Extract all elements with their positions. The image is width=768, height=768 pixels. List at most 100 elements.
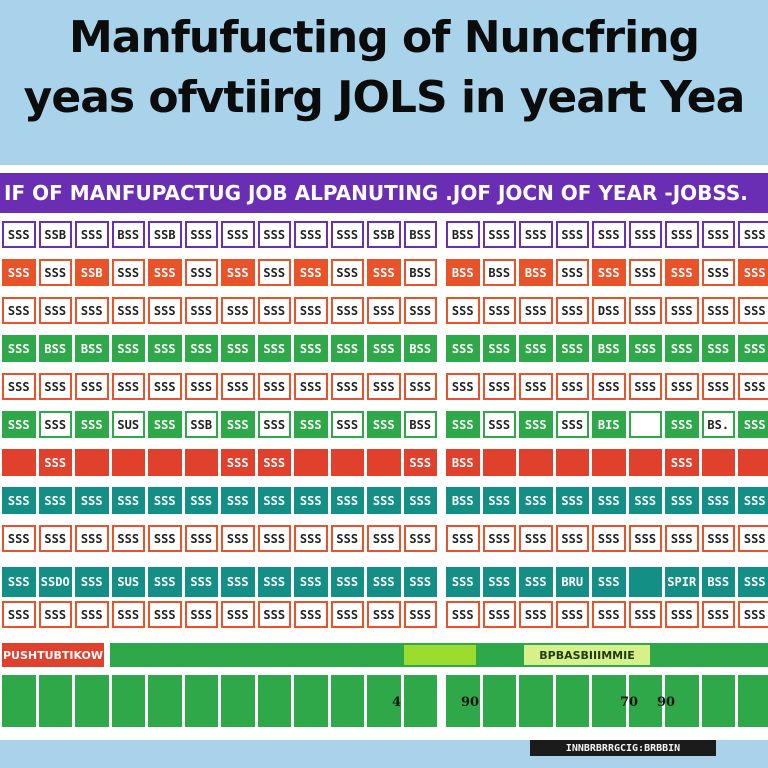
grid-row: SSS SSS SSS SSS SSS SSS SSS SSS SSS SSS SSS SSS SSS S… — [0, 525, 768, 552]
grid-cell: BSS — [403, 259, 437, 286]
grid-cell — [330, 449, 364, 476]
grid-cell: BSS — [446, 449, 480, 476]
grid-cell: SSS — [221, 297, 255, 324]
grid-cell: SSS — [592, 259, 626, 286]
grid-cell: SSS — [111, 525, 145, 552]
grid-row: SSS SSS SSS SSS SSS SSS SSS SSS SSS SSS SSS SSS SSS S… — [0, 297, 768, 324]
grid-cell: SSS — [2, 259, 36, 286]
grid-cell: SSS — [555, 373, 589, 400]
grid-cell — [367, 449, 401, 476]
grid-cell: SSS — [628, 297, 662, 324]
bottom-right-label: BPBASBIIIMMIE — [524, 645, 650, 665]
grid-cell: SSS — [257, 259, 291, 286]
green-bar — [555, 675, 589, 727]
green-bar — [221, 675, 255, 727]
grid-cell: SSS — [482, 335, 516, 362]
grid-cell: SSS — [294, 563, 328, 597]
grid-cell: SSB — [75, 259, 109, 286]
grid-cell: SSS — [221, 259, 255, 286]
grid-cell: SSS — [701, 487, 735, 514]
bottom-red-label: PUSHTUBTIKOW — [2, 643, 104, 667]
grid-cell: SSS — [628, 601, 662, 628]
grid-cell: SSS — [738, 297, 768, 324]
grid-cell: SSS — [148, 373, 182, 400]
grid-cell: SSS — [330, 563, 364, 597]
grid-cell: SSS — [38, 525, 72, 552]
grid-cell: BSS — [75, 335, 109, 362]
grid-cell: SSB — [38, 221, 72, 248]
grid-cell: SSS — [446, 297, 480, 324]
grid-cell: SSS — [2, 487, 36, 514]
grid-cell: SSS — [38, 373, 72, 400]
green-bar — [665, 675, 699, 727]
grid-cell: SSS — [2, 525, 36, 552]
grid-cell: SSS — [294, 525, 328, 552]
grid-cell: SSS — [75, 221, 109, 248]
green-bar — [257, 675, 291, 727]
grid-cell: SSS — [701, 525, 735, 552]
bottom-row-green: 4 90 70 90 — [0, 675, 768, 727]
grid-cell: SSS — [294, 487, 328, 514]
grid-cell: SSS — [148, 525, 182, 552]
grid-cell: SSS — [184, 563, 218, 597]
grid-cell: SSS — [628, 373, 662, 400]
grid-cell: SSS — [257, 297, 291, 324]
grid-cell: SSS — [221, 335, 255, 362]
grid-cell: SSS — [367, 297, 401, 324]
grid-cell: BSS — [482, 259, 516, 286]
grid-cell: SSS — [367, 601, 401, 628]
grid-cell: SSS — [367, 525, 401, 552]
grid-cell: SSS — [665, 525, 699, 552]
grid-cell: SSS — [738, 259, 768, 286]
green-bar — [38, 675, 72, 727]
green-bar — [701, 675, 735, 727]
grid-cell: SSS — [38, 601, 72, 628]
grid-cell: SSS — [519, 487, 553, 514]
grid-cell: SSS — [2, 373, 36, 400]
grid-cell: SSS — [482, 373, 516, 400]
grid-row: SSS SSS SSB SSS SSS SSS SSS SSS SSS SSS SSS BSS BSS B… — [0, 259, 768, 286]
grid-cell: SSS — [2, 563, 36, 597]
grid-cell: SSS — [519, 525, 553, 552]
grid-cell: SSS — [446, 411, 480, 438]
grid-row: SSS SSDO SSS SUS SSS SSS SSS SSS SSS SSS SSS SSS SSS… — [0, 563, 768, 597]
grid-cell: SSS — [403, 297, 437, 324]
grid-cell: BSS — [592, 335, 626, 362]
grid-cell: SSS — [221, 221, 255, 248]
grid-cell — [519, 449, 553, 476]
grid-row: SSS SSS SSS SSS SSS SSS SSS SSS SSS SSS SSS SSS SSS S… — [0, 373, 768, 400]
bottom-mid-label — [404, 645, 476, 665]
grid-cell: SSS — [367, 411, 401, 438]
grid-cell: BSS — [519, 259, 553, 286]
grid-cell: SSS — [367, 563, 401, 597]
table-banner: IF OF MANFUPACTUG JOB ALPANUTING .JOF JO… — [0, 173, 768, 213]
grid-cell: SSS — [184, 373, 218, 400]
bottom-number-1: 4 — [392, 695, 402, 710]
grid-cell: SSS — [2, 411, 36, 438]
grid-cell: SSS — [519, 411, 553, 438]
grid-cell: SSS — [738, 373, 768, 400]
grid-cell: SSS — [482, 411, 516, 438]
grid-cell: SSS — [665, 335, 699, 362]
green-bar — [148, 675, 182, 727]
grid-cell: SSS — [738, 335, 768, 362]
grid-cell: SSS — [330, 297, 364, 324]
grid-cell: BRU — [555, 563, 589, 597]
grid-cell: SSS — [111, 259, 145, 286]
grid-cell: SSS — [75, 411, 109, 438]
grid-cell: SSS — [148, 563, 182, 597]
grid-cell: SSS — [148, 259, 182, 286]
grid-cell: SSS — [482, 297, 516, 324]
grid-cell: SSS — [330, 487, 364, 514]
grid-cell: BSS — [403, 221, 437, 248]
grid-cell: SSS — [148, 487, 182, 514]
grid-cell: SSB — [367, 221, 401, 248]
grid-row: SSS SSS SSS SSS SSS SSS SSS SSS SSS SSS SSS SSS SSS S… — [0, 601, 768, 628]
grid-cell: BSS — [446, 259, 480, 286]
grid-cell: SSS — [111, 487, 145, 514]
grid-cell: SSS — [38, 259, 72, 286]
grid-cell: SSS — [628, 335, 662, 362]
grid-cell: SSS — [701, 601, 735, 628]
grid-cell: SSS — [257, 449, 291, 476]
grid-cell: SSS — [75, 563, 109, 597]
